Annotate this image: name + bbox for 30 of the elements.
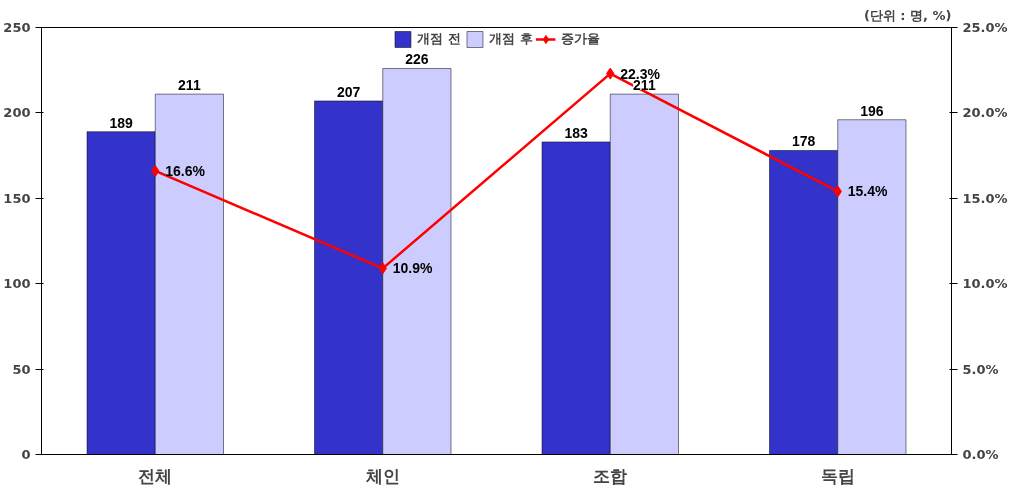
y2-tick-label: 25.0% (962, 20, 1008, 35)
data-label: 178 (791, 133, 816, 150)
data-label: 183 (564, 124, 589, 141)
x-tick-label: 조합 (593, 465, 628, 486)
y-tick-label: 200 (3, 105, 31, 121)
data-label: 10.9% (392, 260, 433, 277)
data-label: 226 (405, 51, 429, 68)
y2-tick-label: 5.0% (962, 361, 999, 377)
y-tick-label: 150 (3, 190, 31, 206)
data-label: 207 (336, 83, 361, 100)
x-tick-label: 체인 (364, 465, 400, 486)
legend-label: 증가율 (560, 30, 600, 48)
data-label: 211 (178, 77, 201, 94)
x-tick-label: 독립 (820, 465, 855, 486)
y-tick-label: 50 (12, 361, 31, 377)
y-tick-label: 100 (3, 276, 31, 292)
data-label: 189 (109, 114, 134, 131)
legend-label: 개점 전 (417, 30, 461, 48)
data-label: 16.6% (165, 162, 206, 179)
data-label: 15.4% (847, 183, 888, 200)
y2-tick-label: 15.0% (962, 190, 1008, 206)
y2-tick-label: 20.0% (962, 105, 1008, 121)
legend-label: 개점 후 (489, 30, 533, 48)
y-tick-label: 250 (3, 20, 31, 35)
x-tick-label: 전체 (138, 465, 173, 486)
y-tick-label: 0 (21, 447, 31, 462)
data-label: 196 (860, 102, 884, 119)
y2-tick-label: 10.0% (962, 276, 1008, 292)
y2-tick-label: 0.0% (962, 447, 999, 462)
text: (단위 : 명, %) (863, 7, 952, 23)
